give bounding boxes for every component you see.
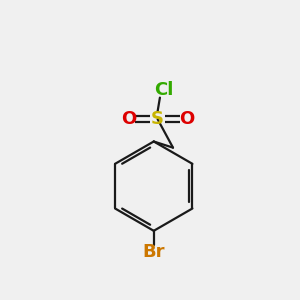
Text: Cl: Cl — [154, 81, 173, 99]
Text: O: O — [121, 110, 136, 128]
Text: Br: Br — [142, 243, 165, 261]
Text: O: O — [179, 110, 194, 128]
Text: S: S — [151, 110, 164, 128]
